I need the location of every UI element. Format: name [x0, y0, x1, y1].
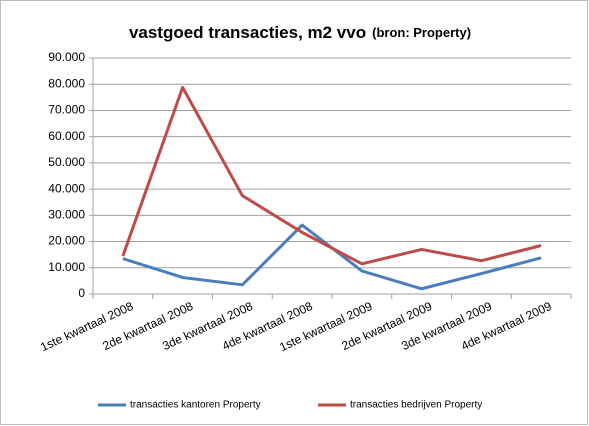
y-tick-label: 40.000: [48, 181, 85, 195]
chart-subtitle: (bron: Property): [372, 25, 471, 40]
y-tick-label: 60.000: [48, 129, 85, 143]
y-tick-label: 30.000: [48, 208, 85, 222]
legend-label: transacties kantoren Property: [130, 400, 261, 411]
legend-label: transacties bedrijven Property: [350, 400, 482, 411]
chart-title: vastgoed transacties, m2 vvo: [129, 23, 366, 42]
y-tick-label: 70.000: [48, 103, 85, 117]
series-line: [121, 85, 542, 266]
y-tick-label: 80.000: [48, 76, 85, 90]
y-tick-label: 90.000: [48, 50, 85, 64]
y-tick-label: 20.000: [48, 234, 85, 248]
y-tick-label: 50.000: [48, 155, 85, 169]
y-tick-label: 0: [78, 286, 85, 300]
y-tick-label: 10.000: [48, 260, 85, 274]
chart-title-group: vastgoed transacties, m2 vvo (bron: Prope…: [129, 23, 471, 42]
